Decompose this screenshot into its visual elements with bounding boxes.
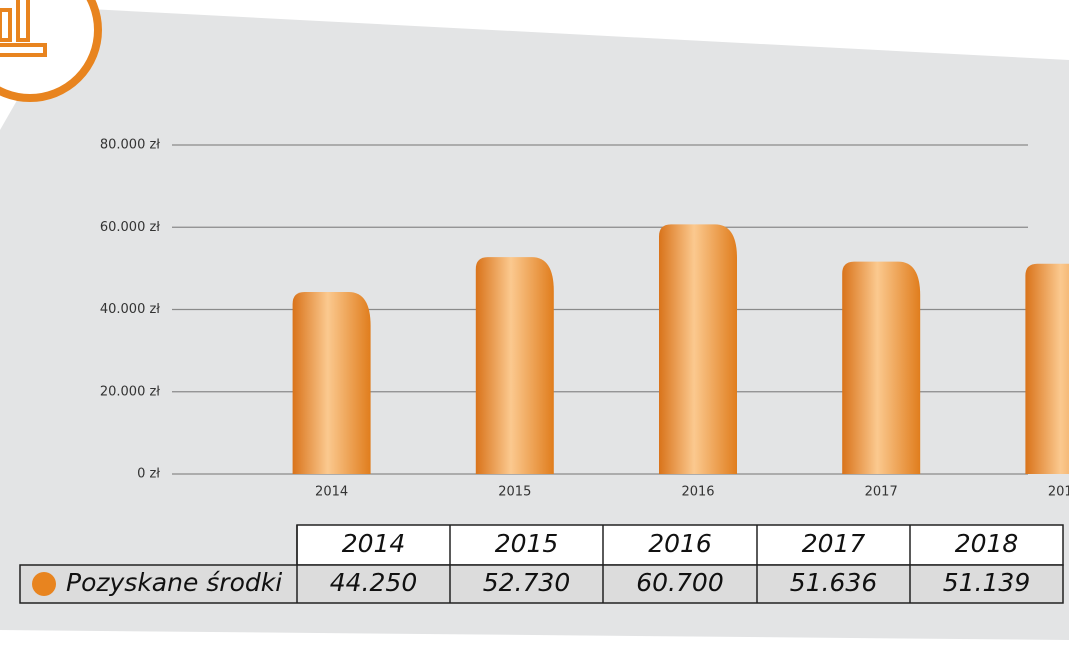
x-tick-label: 2017	[865, 485, 898, 500]
table-value-cell: 44.250	[330, 568, 417, 597]
icon	[0, 0, 47, 57]
bar	[1025, 263, 1069, 474]
table-value-cell: 51.139	[943, 568, 1030, 597]
legend-label: Pozyskane środki	[66, 568, 282, 597]
x-tick-label: 2018	[1048, 485, 1069, 500]
table-header-cell: 2017	[802, 529, 866, 558]
table-value-cell: 51.636	[790, 568, 877, 597]
x-tick-label: 2015	[498, 485, 531, 500]
legend-marker	[32, 572, 56, 596]
icon-circle	[0, 0, 102, 102]
bar	[475, 257, 554, 474]
table-header-cell: 2014	[342, 529, 406, 558]
y-tick-label: 0 zł	[137, 467, 160, 482]
y-tick-label: 80.000 zł	[100, 138, 160, 153]
x-tick-label: 2014	[315, 485, 348, 500]
bar	[659, 224, 737, 474]
table-header-cell: 2016	[648, 529, 712, 558]
x-tick-label: 2016	[681, 485, 714, 500]
table-value-cell: 60.700	[636, 568, 723, 597]
table-row	[19, 564, 1064, 604]
table-value-cell: 52.730	[483, 568, 570, 597]
y-tick-label: 20.000 zł	[100, 384, 160, 399]
y-tick-label: 40.000 zł	[100, 302, 160, 317]
bar	[842, 261, 921, 474]
y-tick-label: 60.000 zł	[100, 220, 160, 235]
table-header-cell: 2015	[495, 529, 559, 558]
table-header-cell: 2018	[955, 529, 1019, 558]
data-table: Pozyskane środki	[19, 524, 1064, 604]
bar	[292, 292, 371, 474]
